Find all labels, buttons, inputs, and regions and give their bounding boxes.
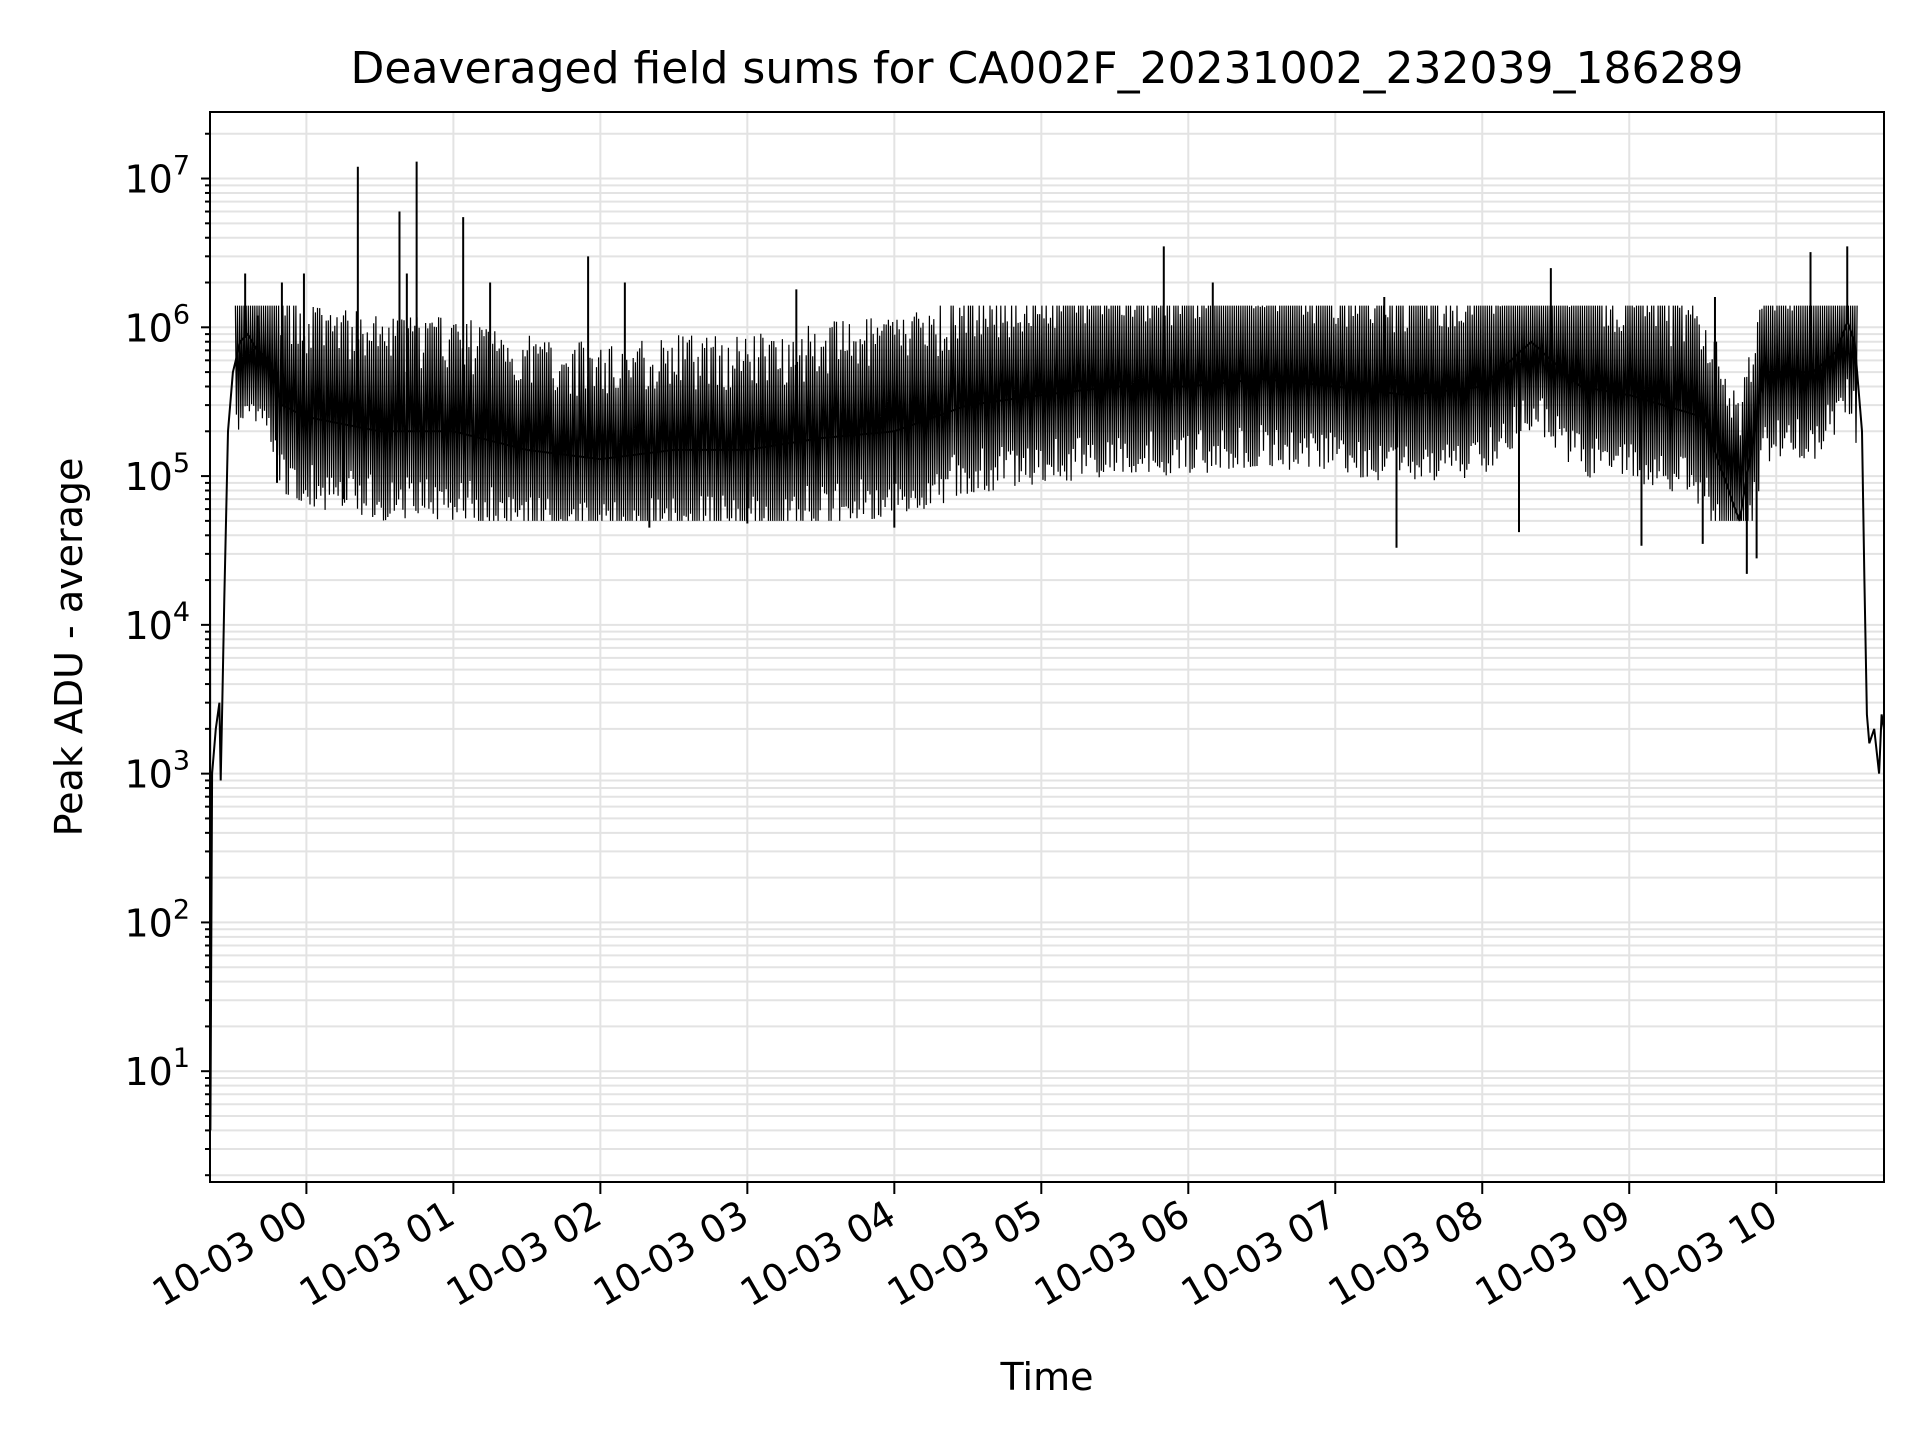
y-tick-label-base: 10 <box>124 306 172 350</box>
y-tick-label-base: 10 <box>124 455 172 499</box>
y-tick-label-base: 10 <box>124 753 172 797</box>
y-tick-label: 105 <box>124 448 190 499</box>
y-tick-label: 101 <box>124 1043 190 1094</box>
y-tick-label: 107 <box>124 151 190 202</box>
y-tick-label-exponent: 7 <box>173 151 190 182</box>
chart-title: Deaveraged field sums for CA002F_2023100… <box>351 43 1744 94</box>
x-axis-label: Time <box>1000 1355 1094 1399</box>
y-tick-label-exponent: 2 <box>173 894 190 925</box>
y-tick-label-exponent: 6 <box>173 299 190 330</box>
y-tick-label: 102 <box>124 894 190 945</box>
grid <box>210 112 1884 1182</box>
y-tick-label-base: 10 <box>124 158 172 202</box>
y-tick-label: 106 <box>124 299 190 350</box>
y-tick-label-base: 10 <box>124 901 172 945</box>
y-tick-label-exponent: 4 <box>173 597 190 628</box>
y-tick-label-base: 10 <box>124 1050 172 1094</box>
series-band <box>234 305 1858 521</box>
y-axis-label: Peak ADU - average <box>47 458 91 837</box>
y-tick-label-base: 10 <box>124 604 172 648</box>
y-tick-label-exponent: 5 <box>173 448 190 479</box>
y-tick-label: 103 <box>124 746 190 797</box>
series-layer <box>209 161 1885 1131</box>
y-tick-label-exponent: 1 <box>173 1043 190 1074</box>
y-tick-label: 104 <box>124 597 190 648</box>
y-tick-label-exponent: 3 <box>173 746 190 777</box>
